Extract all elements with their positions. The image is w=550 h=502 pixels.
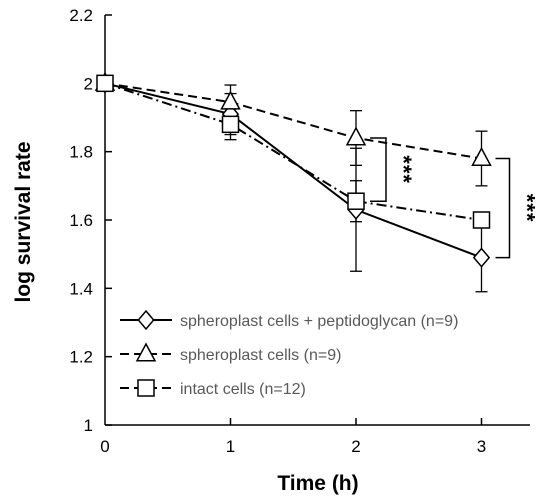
- series-markers: [94, 71, 492, 268]
- point-triangle: [471, 146, 492, 166]
- legend: spheroplast cells + peptidoglycan (n=9) s…: [120, 309, 458, 398]
- x-tick-label: 3: [477, 437, 486, 456]
- significance-label: ***: [515, 194, 540, 223]
- series-line-diamond: [104, 82, 482, 259]
- significance-label: ***: [391, 155, 416, 184]
- y-tick-label: 2: [84, 74, 93, 93]
- y-tick-label: 2.2: [69, 6, 93, 25]
- legend-marker-diamond: [137, 309, 155, 331]
- point-square: [221, 115, 240, 134]
- point-square: [472, 211, 491, 229]
- x-axis-label: Time (h): [277, 472, 358, 495]
- y-tick-label: 1.8: [69, 143, 93, 162]
- y-tick-label: 1.6: [69, 211, 93, 230]
- y-ticks: 1 1.2 1.4 1.6 1.8 2 2.2: [69, 6, 112, 435]
- point-triangle: [220, 90, 241, 110]
- significance-bracket: [495, 157, 511, 259]
- error-bars: [224, 84, 488, 293]
- point-square: [96, 74, 114, 93]
- legend-label: spheroplast cells + peptidoglycan (n=9): [180, 313, 458, 330]
- legend-marker-square: [137, 379, 155, 397]
- series-line-square: [104, 82, 482, 221]
- x-tick-label: 1: [226, 437, 235, 456]
- y-tick-label: 1: [84, 416, 93, 435]
- series-line-triangle: [104, 82, 482, 160]
- legend-label: spheroplast cells (n=9): [180, 347, 341, 364]
- series-lines: [104, 82, 482, 259]
- y-tick-label: 1.2: [69, 348, 93, 367]
- y-tick-label: 1.4: [69, 279, 93, 298]
- legend-label: intact cells (n=12): [180, 381, 306, 398]
- legend-marker-triangle: [135, 342, 157, 362]
- x-ticks: 0 1 2 3: [100, 418, 486, 456]
- x-tick-label: 2: [351, 437, 360, 456]
- significance-brackets: *** ***: [370, 137, 540, 259]
- y-axis-label: log survival rate: [12, 141, 35, 302]
- point-square: [347, 192, 365, 210]
- point-diamond: [472, 247, 491, 268]
- point-triangle: [345, 126, 367, 146]
- x-tick-label: 0: [100, 437, 109, 456]
- significance-bracket: [370, 137, 387, 202]
